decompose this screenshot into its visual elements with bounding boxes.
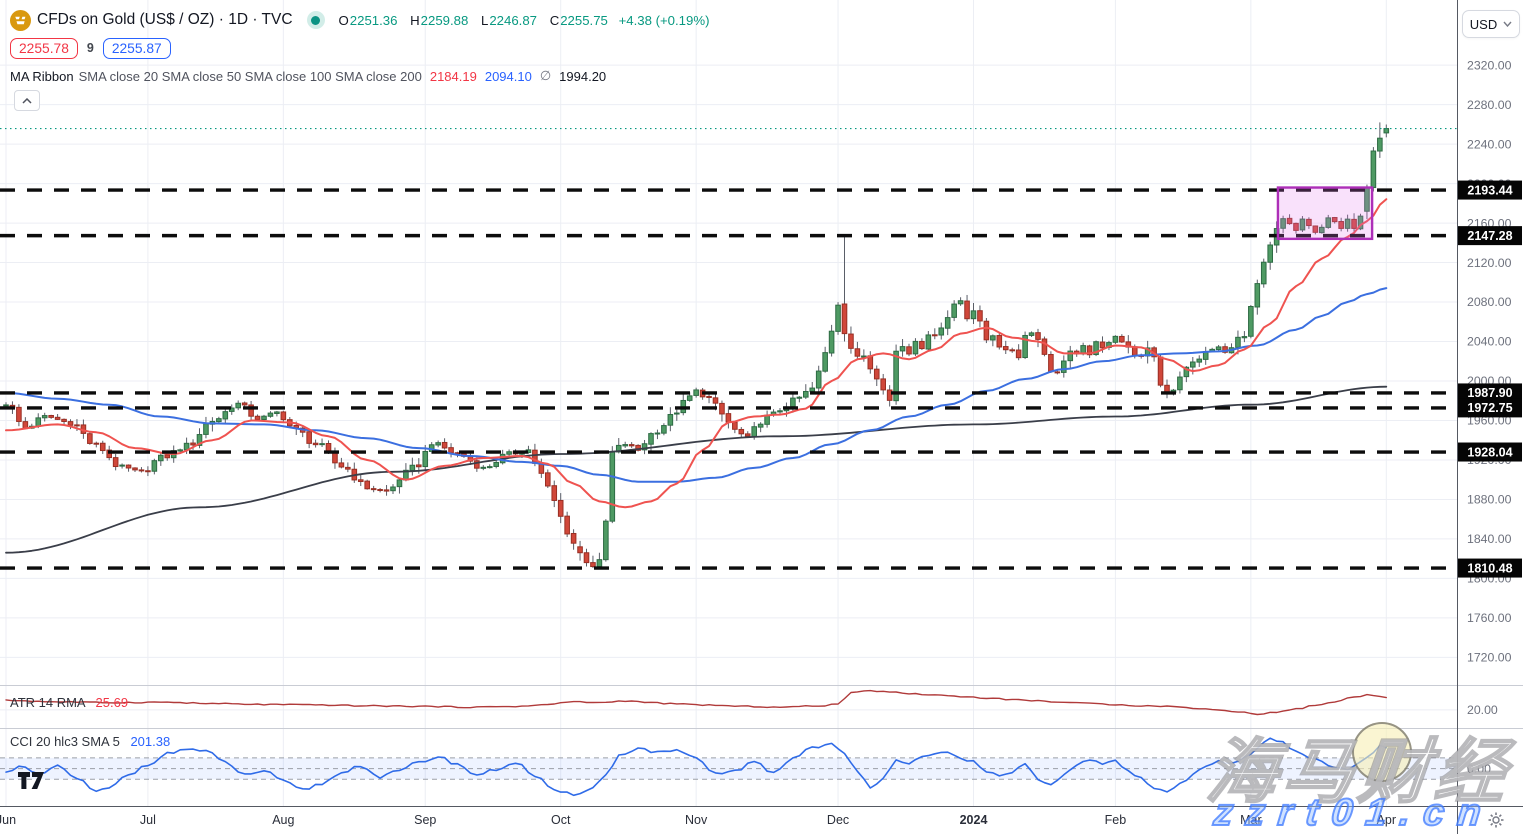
svg-text:1880.00: 1880.00 <box>1467 493 1512 507</box>
cci-pane-legend[interactable]: CCI 20 hlc3 SMA 5 201.38 <box>10 734 170 749</box>
svg-text:Dec: Dec <box>827 813 849 827</box>
chevron-up-icon <box>22 97 32 104</box>
spread-value: 9 <box>86 41 94 55</box>
svg-text:2320.00: 2320.00 <box>1467 58 1512 72</box>
settings-gear-icon[interactable] <box>1488 812 1504 833</box>
svg-text:Apr: Apr <box>1377 813 1396 827</box>
ma-ribbon-legend[interactable]: MA Ribbon SMA close 20 SMA close 50 SMA … <box>10 67 606 85</box>
close-value: 2255.75 <box>560 12 608 28</box>
low-label: L <box>481 12 489 28</box>
svg-text:2193.44: 2193.44 <box>1467 183 1512 197</box>
cci-line <box>5 737 1388 797</box>
svg-text:1810.48: 1810.48 <box>1467 561 1512 575</box>
sma20-value: 2184.19 <box>429 68 477 84</box>
low-value: 2246.87 <box>489 12 538 28</box>
gold-symbol-icon <box>10 9 31 31</box>
svg-text:2147.28: 2147.28 <box>1467 229 1512 243</box>
high-label: H <box>410 12 420 28</box>
sma50-value: 2094.10 <box>484 68 532 84</box>
symbol-title[interactable]: CFDs on Gold (US$ / OZ) · 1D · TVC <box>37 11 293 28</box>
bid-ask-row: 2255.78 9 2255.87 <box>10 36 171 60</box>
sell-price-button[interactable]: 2255.78 <box>10 37 78 59</box>
svg-text:Aug: Aug <box>272 813 294 827</box>
svg-text:Mar: Mar <box>1240 813 1262 827</box>
sma200-value: 1994.20 <box>559 68 607 84</box>
svg-text:2040.00: 2040.00 <box>1467 335 1512 349</box>
sma-20-line <box>5 198 1388 509</box>
cci-value: 201.38 <box>130 734 171 749</box>
svg-text:1972.75: 1972.75 <box>1467 401 1512 415</box>
symbol-row: CFDs on Gold (US$ / OZ) · 1D · TVC O2251… <box>10 8 709 32</box>
svg-text:Jul: Jul <box>140 813 156 827</box>
svg-text:2080.00: 2080.00 <box>1467 295 1512 309</box>
svg-text:Feb: Feb <box>1105 813 1127 827</box>
svg-text:1987.90: 1987.90 <box>1467 386 1512 400</box>
svg-text:Nov: Nov <box>685 813 708 827</box>
svg-text:0.00: 0.00 <box>1467 762 1491 776</box>
change-value: +4.38 (+0.19%) <box>618 12 710 28</box>
svg-text:2280.00: 2280.00 <box>1467 98 1512 112</box>
svg-text:2240.00: 2240.00 <box>1467 137 1512 151</box>
svg-text:1840.00: 1840.00 <box>1467 532 1512 546</box>
sma100-value: ∅ <box>539 68 552 83</box>
time-axis[interactable]: Jun Jul Aug Sep Oct Nov Dec 2024 Feb Mar Apr <box>0 813 1396 827</box>
cci-indicator-label: CCI 20 hlc3 SMA 5 <box>10 734 120 749</box>
svg-text:Oct: Oct <box>551 813 571 827</box>
buy-price-button[interactable]: 2255.87 <box>102 37 171 59</box>
svg-text:20.00: 20.00 <box>1467 703 1498 717</box>
price-level-lines <box>0 188 1457 570</box>
atr-indicator-label: ATR 14 RMA <box>10 695 85 710</box>
atr-line <box>5 689 1388 716</box>
open-label: O <box>338 12 349 28</box>
open-value: 2251.36 <box>349 12 398 28</box>
atr-pane-legend[interactable]: ATR 14 RMA 25.69 <box>10 695 128 710</box>
ma-ribbon-title: MA Ribbon <box>10 68 74 84</box>
market-open-status-icon[interactable] <box>306 11 325 29</box>
sma-200-line <box>5 385 1388 554</box>
svg-text:2024: 2024 <box>960 813 988 827</box>
ohlc-values: O2251.36 H2259.88 L2246.87 C2255.75 +4.3… <box>339 13 710 28</box>
highlight-box <box>1276 186 1374 241</box>
cci-band <box>0 757 1457 780</box>
svg-text:Jun: Jun <box>0 813 16 827</box>
tradingview-logo[interactable] <box>18 772 46 794</box>
high-value: 2259.88 <box>420 12 469 28</box>
currency-label: USD <box>1469 16 1498 32</box>
collapse-legend-button[interactable] <box>14 90 40 111</box>
atr-value: 25.69 <box>95 695 129 710</box>
svg-text:Sep: Sep <box>414 813 436 827</box>
svg-text:1720.00: 1720.00 <box>1467 651 1512 665</box>
currency-selector[interactable]: USD <box>1462 10 1520 38</box>
svg-text:1928.04: 1928.04 <box>1467 445 1512 459</box>
ma-ribbon-params: SMA close 20 SMA close 50 SMA close 100 … <box>78 68 422 84</box>
svg-text:2120.00: 2120.00 <box>1467 256 1512 270</box>
svg-text:1760.00: 1760.00 <box>1467 611 1512 625</box>
chevron-down-icon <box>1503 21 1512 27</box>
close-label: C <box>549 12 560 28</box>
